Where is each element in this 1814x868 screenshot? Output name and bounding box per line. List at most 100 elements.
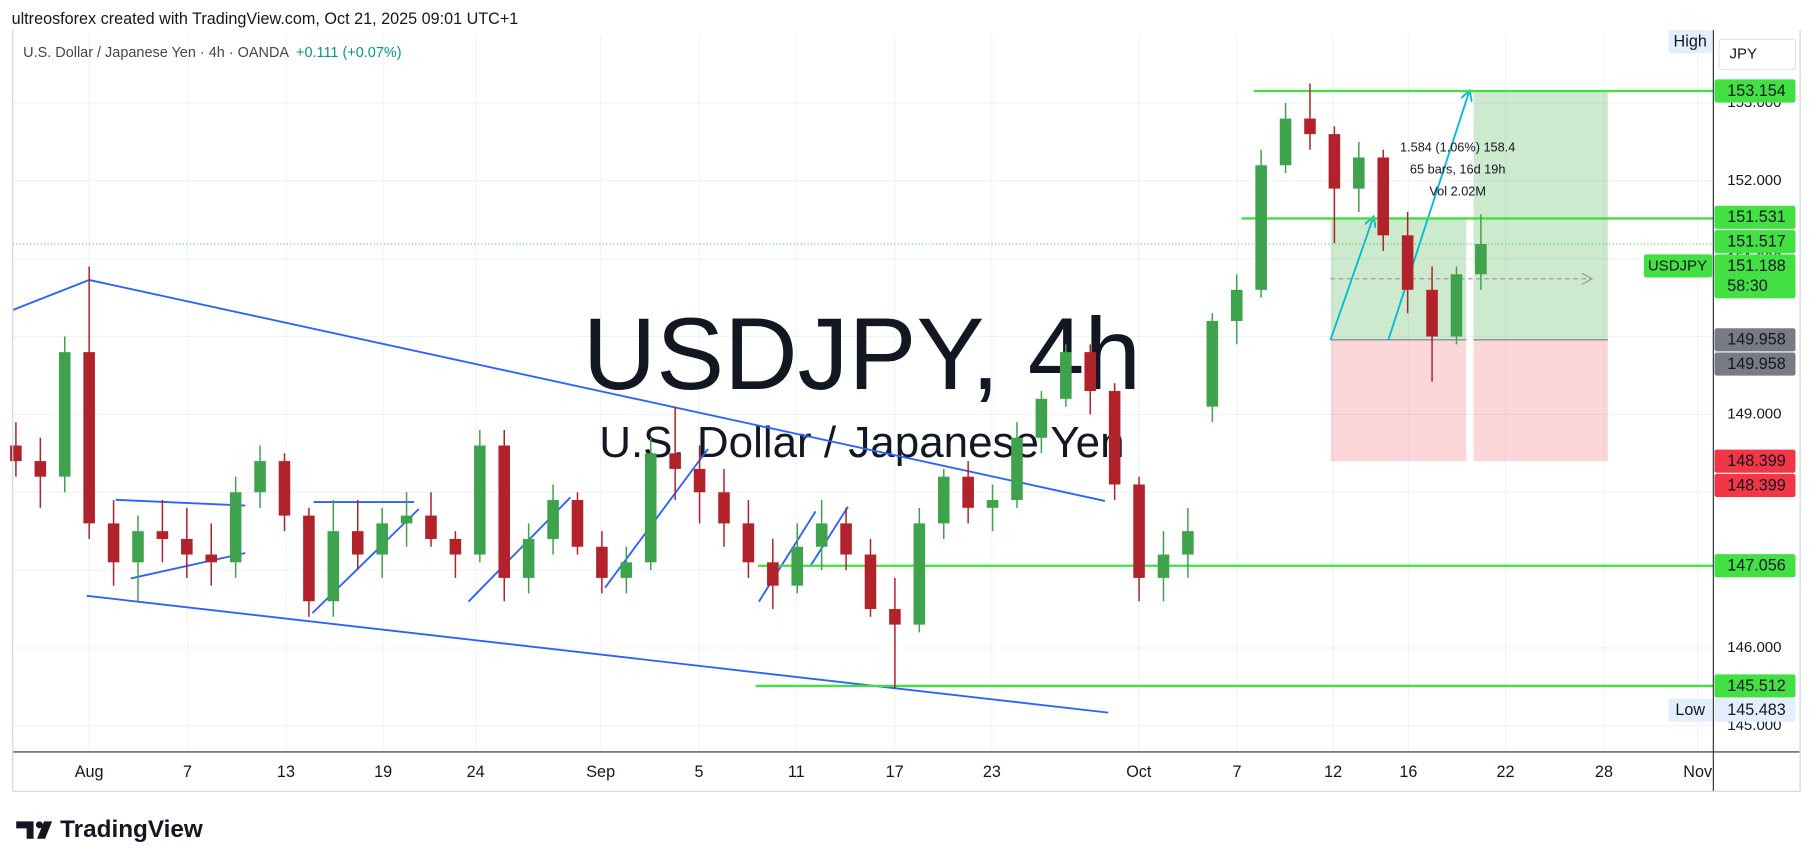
price-tag (1714, 449, 1796, 473)
candle-body (132, 531, 144, 563)
watermark-title: USDJPY, 4h (583, 297, 1141, 411)
path-arrow (1387, 91, 1469, 341)
x-tick-label: 12 (1324, 763, 1342, 781)
x-tick-label: 5 (695, 763, 704, 781)
y-tick-label: 146.000 (1727, 639, 1781, 656)
x-tick-label: 22 (1497, 763, 1515, 781)
price-tag-label: 145.512 (1727, 677, 1786, 695)
symbol-tag-label: USDJPY (1648, 257, 1707, 274)
candle-body (547, 500, 559, 539)
candle-body (1401, 235, 1414, 290)
price-tag-label: 149.958 (1727, 331, 1786, 349)
candle-body (1353, 157, 1365, 189)
price-tag-label: 151.531 (1727, 208, 1786, 226)
low-value-tag (1714, 698, 1796, 722)
trend-line (12, 279, 90, 311)
price-tag (1714, 79, 1796, 103)
candle-body (864, 554, 877, 610)
measure-text: 1.584 (1.06%) 158.4 (1400, 139, 1515, 154)
trend-line (809, 506, 849, 568)
candle-body (83, 352, 95, 524)
candle-body (742, 523, 755, 563)
candle-body (474, 445, 486, 555)
price-tag (1714, 554, 1796, 578)
price-tag-label: 147.056 (1727, 557, 1786, 575)
last-price-label: 151.188 (1727, 257, 1786, 275)
low-tag-label: Low (1675, 701, 1705, 719)
price-tag (1714, 352, 1796, 376)
candle-body (1230, 289, 1243, 321)
x-tick-label: 11 (788, 763, 805, 781)
brand: TradingView (60, 816, 203, 843)
candle-body (596, 546, 608, 578)
candle-body (34, 461, 47, 477)
price-tag-label: 153.154 (1727, 82, 1786, 100)
y-tick-label: 152.000 (1727, 172, 1781, 189)
candle-body (107, 523, 120, 563)
candle-body (1133, 484, 1145, 578)
high-tag (1668, 30, 1713, 54)
time-axis (0, 753, 1714, 788)
candle-body (1426, 289, 1438, 337)
candle-body (889, 609, 901, 625)
y-tick-label: 149.000 (1727, 405, 1781, 422)
candle-body (449, 538, 462, 555)
path-arrow (1329, 217, 1373, 341)
candle-body (498, 445, 511, 578)
currency: JPY (1730, 45, 1758, 62)
candle-body (156, 531, 169, 539)
candle-body (718, 492, 730, 524)
candle-body (1108, 391, 1121, 485)
x-tick-label: 16 (1399, 763, 1417, 781)
drawings (12, 91, 1591, 714)
candle-body (669, 453, 681, 469)
candle-body (1279, 118, 1292, 166)
low-value-label: 145.483 (1727, 701, 1786, 719)
candle-body (1304, 118, 1316, 135)
x-tick-label: 19 (374, 763, 392, 781)
trend-line (115, 498, 246, 507)
price-tag (1714, 230, 1796, 254)
price-tag-label: 151.517 (1727, 233, 1786, 251)
candle-body (644, 453, 657, 563)
candle-body (840, 523, 852, 555)
candle-body (1206, 320, 1219, 407)
price-tag (1714, 205, 1796, 229)
x-tick-label: Sep (586, 763, 615, 781)
logo: TradingView (16, 816, 203, 843)
x-tick-label: 7 (183, 763, 192, 781)
x-tick-label: 17 (886, 763, 904, 781)
legend-instrument: U.S. Dollar / Japanese Yen · 4h · OANDA (23, 45, 289, 61)
x-tick-label: 28 (1595, 763, 1613, 781)
trend-line (130, 552, 246, 580)
price-tag-label: 148.399 (1727, 476, 1786, 494)
candle-body (1011, 437, 1023, 501)
candle-body (1450, 274, 1463, 337)
currency-box[interactable] (1718, 38, 1797, 70)
measure-text: Vol 2.02M (1429, 183, 1486, 198)
candle-body (425, 515, 437, 539)
candle-body (351, 531, 364, 555)
candle-body (767, 562, 779, 586)
candle-body (327, 531, 340, 602)
legend-change: +0.111 (+0.07%) (296, 45, 402, 61)
attribution: ultreosforex created with TradingView.co… (12, 10, 519, 28)
x-tick-label: Oct (1126, 763, 1152, 781)
candle-body (1475, 244, 1487, 275)
x-tick-label: 13 (277, 763, 295, 781)
candle-body (913, 523, 926, 625)
trend-line (86, 594, 1109, 714)
candle-body (620, 562, 633, 578)
x-tick-label: Nov (1683, 763, 1713, 781)
candle-body (278, 461, 291, 516)
x-tick-label: 7 (1232, 763, 1241, 781)
candle-body (571, 500, 584, 547)
candle-body (376, 523, 388, 555)
trend-line (88, 279, 1106, 502)
price-tag-label: 149.958 (1727, 355, 1786, 373)
price-tag (1714, 328, 1796, 352)
candle-body (10, 445, 22, 462)
candle-body (400, 515, 413, 524)
candle-body (693, 468, 706, 493)
